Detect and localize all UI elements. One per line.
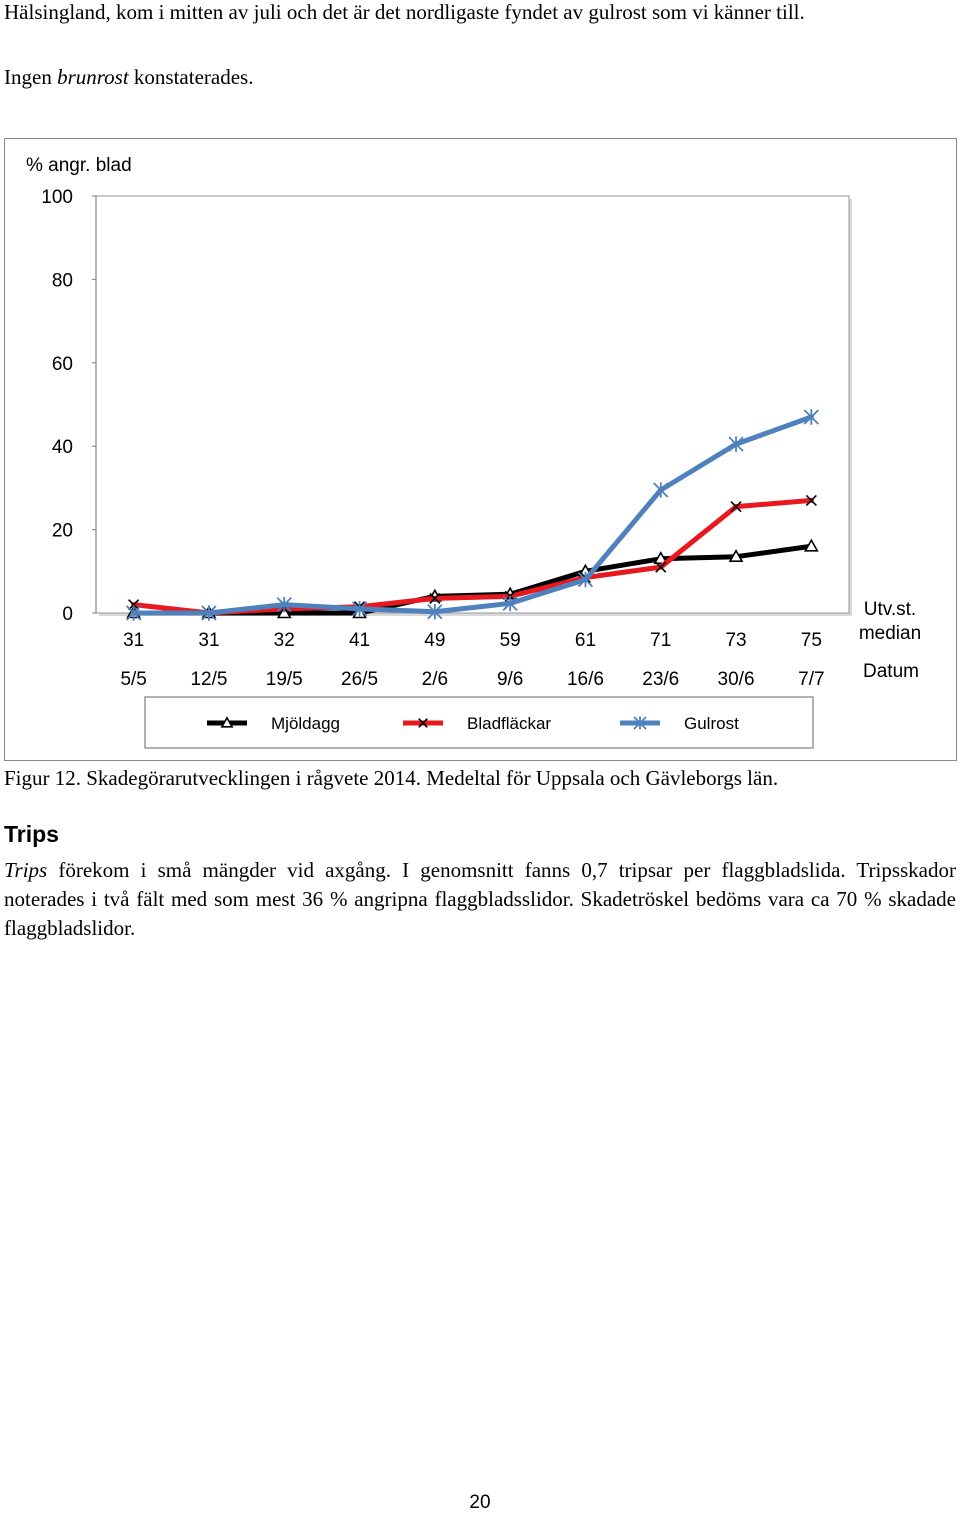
data-point-marker <box>418 718 428 728</box>
data-point-marker <box>653 482 669 498</box>
legend-label-0: Mjöldagg <box>271 714 340 733</box>
stage-row-label: Utv.st. <box>864 599 916 620</box>
plot-area <box>95 195 850 614</box>
y-tick-label: 20 <box>52 521 73 542</box>
page-number: 20 <box>469 1492 491 1513</box>
data-point-marker <box>653 551 669 565</box>
data-point-marker <box>427 604 443 620</box>
data-point-marker <box>803 538 819 552</box>
x-stage-label: 59 <box>500 630 521 651</box>
x-stage-label: 73 <box>725 630 746 651</box>
x-date-label: 19/5 <box>266 669 303 690</box>
legend-label-1: Bladfläckar <box>467 714 551 733</box>
x-stage-label: 31 <box>123 630 144 651</box>
x-stage-label: 71 <box>650 630 671 651</box>
x-date-label: 2/6 <box>422 669 448 690</box>
x-date-label: 9/6 <box>497 669 523 690</box>
x-date-label: 16/6 <box>567 669 604 690</box>
y-axis-title: % angr. blad <box>26 155 132 176</box>
intro-line-2-end: konstaterades. <box>128 65 254 89</box>
x-stage-label: 32 <box>274 630 295 651</box>
intro-line-2-italic: brunrost <box>57 65 129 89</box>
intro-paragraph-2: Ingen brunrost konstaterades. <box>4 63 253 92</box>
x-axis-title: Datum <box>863 661 919 682</box>
x-date-label: 26/5 <box>341 669 378 690</box>
data-point-marker <box>429 592 441 604</box>
x-stage-label: 49 <box>424 630 445 651</box>
data-point-marker <box>803 409 819 425</box>
x-stage-label: 61 <box>575 630 596 651</box>
data-point-marker <box>220 716 234 728</box>
x-date-label: 5/5 <box>120 669 146 690</box>
intro-line-2-start: Ingen <box>4 65 58 89</box>
data-point-marker <box>633 716 647 730</box>
section-paragraph: Trips förekom i små mängder vid axgång. … <box>4 856 956 943</box>
data-point-marker <box>805 494 817 506</box>
data-point-marker <box>201 605 217 621</box>
series-line-2 <box>131 414 814 616</box>
x-stage-label: 31 <box>198 630 219 651</box>
data-point-marker <box>502 595 518 612</box>
y-tick-label: 40 <box>52 437 73 458</box>
section-paragraph-italic: Trips <box>4 858 48 882</box>
x-stage-label: 41 <box>349 630 370 651</box>
figure-caption: Figur 12. Skadegörarutvecklingen i rågve… <box>4 766 779 790</box>
x-date-label: 7/7 <box>798 669 824 690</box>
stage-row-label-2: median <box>859 623 921 644</box>
legend-label-2: Gulrost <box>684 714 739 733</box>
legend-box <box>144 696 814 749</box>
section-heading: Trips <box>4 821 59 847</box>
data-point-marker <box>351 601 368 617</box>
section-paragraph-text: förekom i små mängder vid axgång. I geno… <box>4 858 956 940</box>
data-point-marker <box>126 605 142 621</box>
y-tick-label: 80 <box>52 270 73 291</box>
data-point-marker <box>128 599 140 611</box>
x-date-label: 30/6 <box>718 669 755 690</box>
x-date-label: 12/5 <box>190 669 227 690</box>
data-point-marker <box>728 549 744 563</box>
y-tick-label: 0 <box>62 604 73 625</box>
intro-line-1: Hälsingland, kom i mitten av juli och de… <box>4 0 805 24</box>
data-point-marker <box>730 501 742 513</box>
data-point-marker <box>655 561 667 573</box>
data-point-marker <box>728 436 744 452</box>
data-point-marker <box>577 571 594 588</box>
x-stage-label: 75 <box>801 630 822 651</box>
line-chart: 0 20 40 60 80 100 % angr. blad 31 31 32 41 49 59 61 71… <box>26 155 921 749</box>
data-point-marker <box>276 596 292 613</box>
x-date-label: 23/6 <box>642 669 679 690</box>
y-tick-label: 100 <box>41 187 73 208</box>
chart-figure: 0 20 40 60 80 100 % angr. blad 31 31 32 41 49 59 61 71… <box>4 138 957 761</box>
intro-paragraph: Hälsingland, kom i mitten av juli och de… <box>4 0 956 27</box>
y-tick-label: 60 <box>52 354 73 375</box>
